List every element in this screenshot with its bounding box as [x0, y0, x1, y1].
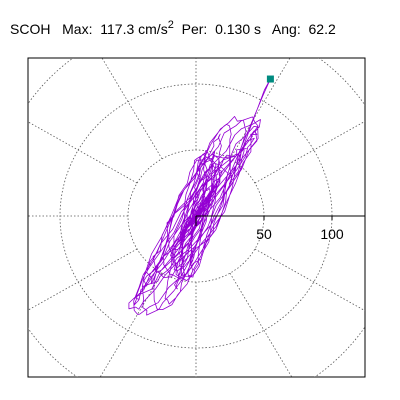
- grid-spoke-300: [229, 272, 293, 377]
- max-value: 117.3: [100, 21, 135, 37]
- chart-header: SCOH Max: 117.3 cm/s2 Per: 0.130 s Ang: …: [10, 19, 336, 37]
- period-label: Per:: [181, 21, 208, 37]
- station-code: SCOH: [10, 21, 51, 37]
- grid-spoke-150: [28, 121, 138, 184]
- max-amplitude-marker: [266, 75, 274, 83]
- max-label: Max:: [62, 21, 93, 37]
- angle-label: Ang:: [271, 21, 301, 37]
- grid-spoke-330: [254, 248, 365, 312]
- motion-trace: [128, 78, 271, 316]
- grid-spoke-210: [28, 248, 138, 311]
- x-tick-label-50: 50: [256, 226, 272, 242]
- motion-trace-line: [128, 78, 271, 316]
- angle-value: 62.2: [308, 21, 336, 37]
- grid-spoke-240: [99, 272, 163, 377]
- x-tick-label-100: 100: [320, 226, 344, 242]
- period-value: 0.130 s: [215, 21, 262, 37]
- radial-axis: 50 100: [195, 215, 365, 242]
- grid-spoke-120: [101, 58, 163, 160]
- max-unit: cm/s: [138, 21, 168, 37]
- max-unit-exponent: 2: [167, 19, 174, 31]
- grid-spoke-30: [254, 120, 365, 184]
- max-marker-layer: [266, 75, 274, 83]
